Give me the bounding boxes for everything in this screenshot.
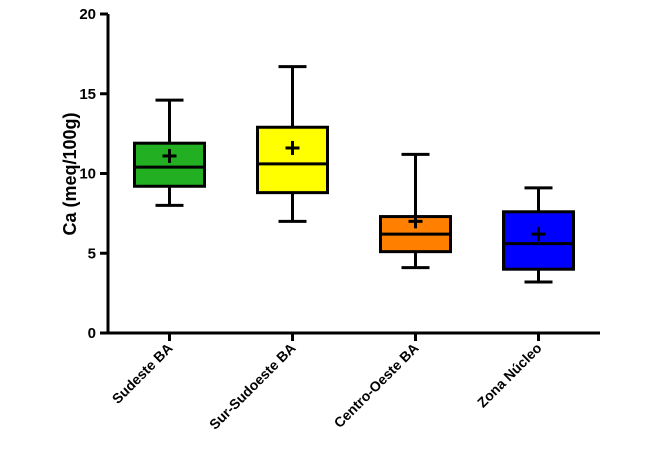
x-tick-label: Centro-Oeste BA	[331, 340, 422, 431]
y-tick-label: 10	[79, 166, 96, 183]
y-tick-label: 5	[88, 245, 96, 262]
box-group	[133, 98, 206, 207]
x-tick-label-group: Zona Núcleo	[474, 340, 545, 411]
x-tick-label-group: Centro-Oeste BA	[331, 340, 422, 431]
y-tick-label: 15	[79, 86, 96, 103]
y-axis-title-text: Ca (meq/100g)	[60, 112, 80, 235]
x-tick-label: Sur-Sudoeste BA	[206, 340, 299, 433]
box-series	[133, 65, 575, 284]
box-group	[502, 186, 575, 284]
box-iqr	[256, 125, 329, 195]
x-tick-label-group: Sudeste BA	[109, 340, 176, 407]
y-tick-label: 20	[79, 6, 96, 23]
x-axis: Sudeste BA Sur-Sudoeste BA Centro-Oeste BA…	[106, 331, 600, 433]
y-axis-title: Ca (meq/100g)	[60, 112, 80, 235]
y-axis: 0 5 10 15 20	[79, 6, 110, 342]
box-group	[379, 152, 452, 270]
box-group	[256, 65, 329, 223]
y-tick-label: 0	[88, 325, 96, 342]
x-tick-label: Sudeste BA	[109, 340, 176, 407]
x-tick-label-group: Sur-Sudoeste BA	[206, 340, 299, 433]
x-tick-label: Zona Núcleo	[474, 340, 545, 411]
